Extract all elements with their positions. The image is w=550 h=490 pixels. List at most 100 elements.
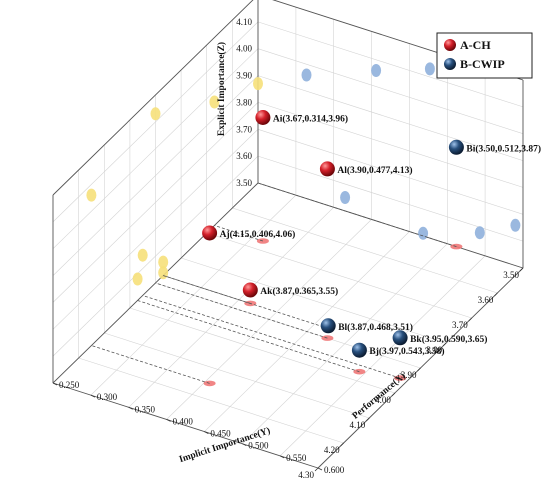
point-label: Ak(3.87,0.365,3.55) (260, 286, 338, 297)
y-tick-label: 0.300 (97, 392, 118, 402)
y-tick-mark (204, 431, 209, 434)
x-tick-mark (519, 267, 524, 272)
point-layer: Al(3.90,0.477,4.13) Aj(4.15,0.406,4.06) Ai… (202, 110, 541, 358)
data-point (448, 139, 464, 155)
z-tick-label: 3.90 (236, 71, 252, 81)
x-tick-mark (366, 417, 370, 422)
drop-line (91, 345, 210, 384)
grid-line (52, 129, 259, 330)
drop-line (142, 295, 401, 379)
z-tick-label: 4.00 (236, 44, 252, 54)
projection-sidewall-mark (158, 255, 169, 269)
projection-sidewall-mark (132, 272, 143, 286)
y-tick-mark (52, 382, 58, 386)
x-tick-mark (417, 367, 421, 372)
data-point (242, 282, 258, 298)
data-point (319, 161, 335, 177)
y-tick-label: 0.600 (324, 465, 345, 475)
y-tick-label: 0.250 (59, 380, 80, 390)
drop-line (163, 275, 329, 329)
x-tick-mark (468, 317, 472, 322)
projection-backwall-mark (510, 218, 521, 232)
projection-sidewall-mark (158, 266, 169, 280)
grid-layer (52, 0, 524, 469)
x-tick-label: 3.80 (426, 345, 442, 355)
x-tick-label: 3.60 (478, 295, 494, 305)
z-tick-label: 3.80 (236, 97, 252, 107)
y-tick-label: 0.350 (135, 404, 156, 414)
grid-line (52, 155, 259, 357)
point-label: Bl(3.87,0.468,3.51) (338, 322, 413, 333)
point-label: Aj(4.15,0.406,4.06) (220, 229, 296, 240)
dropline-layer (91, 182, 457, 384)
z-tick-label: 3.60 (236, 151, 252, 161)
box-edge (52, 0, 254, 196)
x-tick-label: 4.20 (324, 445, 340, 455)
z-tick-label: 4.10 (236, 17, 252, 27)
data-point (320, 318, 336, 334)
point-label: Bk(3.95,0.590,3.65) (410, 334, 487, 345)
grid-line (52, 102, 259, 303)
legend: A-CH B-CWIP (436, 32, 533, 79)
x-tick-label: 4.00 (375, 395, 391, 405)
legend-label-b: B-CWIP (460, 57, 505, 71)
grid-line (52, 75, 259, 276)
y-tick-label: 0.400 (173, 416, 194, 426)
x-tick-mark (442, 342, 447, 347)
x-tick-mark (340, 442, 344, 447)
y-tick-mark (279, 455, 285, 459)
projection-backwall-mark (301, 68, 312, 82)
data-point (351, 342, 367, 358)
drop-line (214, 225, 264, 242)
projection-sidewall-mark (253, 77, 263, 91)
projection-floor-mark (321, 335, 334, 341)
point-label: Bi(3.50,0.512,3.87) (466, 143, 541, 154)
x-tick-label: 3.50 (503, 270, 519, 280)
x-axis-title: Performance(X) (350, 371, 408, 422)
tick-layer: 3.50 3.60 3.70 3.80 3.90 4.00 4.10 4.20 4.30 0.25… (52, 17, 524, 480)
drop-line (137, 300, 360, 373)
legend-marker-a (444, 39, 456, 51)
data-point (202, 225, 218, 241)
x-tick-label: 4.10 (350, 420, 366, 430)
point-label: Bj(3.97,0.543,3.58) (369, 346, 444, 357)
grid-line (257, 75, 524, 161)
data-point (392, 330, 408, 346)
grid-line (242, 243, 448, 444)
y-tick-label: 0.550 (286, 453, 307, 463)
projection-sidewall-mark (137, 248, 148, 262)
x-tick-label: 3.70 (452, 320, 468, 330)
y-tick-label: 0.450 (210, 429, 231, 439)
grid-line (257, 21, 524, 108)
projection-sidewall-mark (209, 95, 220, 109)
drop-line (155, 282, 328, 339)
y-tick-label: 0.500 (248, 441, 269, 451)
x-tick-label: 4.30 (298, 470, 314, 480)
x-tick-mark (494, 292, 498, 297)
z-axis-title: Explicit Importance(Z) (216, 42, 227, 136)
projection-sidewall-mark (150, 107, 161, 121)
grid-line (52, 48, 259, 249)
z-tick-label: 3.50 (236, 178, 252, 188)
legend-marker-b (444, 58, 456, 70)
projection-backwall-mark (340, 191, 351, 204)
y-tick-mark (317, 467, 323, 471)
grid-line (257, 129, 524, 215)
x-tick-label: 3.90 (401, 370, 417, 380)
x-tick-mark (391, 392, 396, 397)
y-tick-mark (166, 419, 171, 422)
projection-floor-mark (394, 375, 407, 381)
legend-label-a: A-CH (460, 38, 491, 52)
data-point (255, 110, 271, 125)
point-label: Al(3.90,0.477,4.13) (337, 165, 412, 176)
grid-line (232, 207, 498, 294)
projection-backwall-mark (474, 226, 485, 240)
grid-line (52, 21, 259, 223)
grid-line (104, 332, 370, 419)
projection-backwall-mark (418, 226, 429, 240)
box-edge (52, 382, 319, 469)
grid-line (181, 257, 447, 344)
y-tick-mark (90, 394, 96, 398)
